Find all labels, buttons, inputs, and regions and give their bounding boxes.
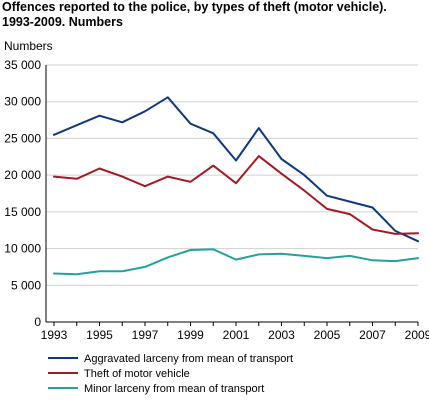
chart-title-line-2: 1993-2009. Numbers: [2, 15, 123, 29]
series-line-1: [53, 96, 419, 243]
x-tick-label: 1999: [177, 328, 204, 342]
chart-title: Offences reported to the police, by type…: [2, 0, 427, 30]
legend-label-2: Theft of motor vehicle: [84, 368, 190, 380]
y-tick-label: 25 000: [4, 131, 41, 145]
y-axis-ticks: 0 5 000 10 000 15 000 20 000 25 000 30 000 35 0…: [4, 58, 41, 329]
legend-label-3: Minor larceny from mean of transport: [84, 383, 264, 395]
series-line-3: [53, 248, 419, 276]
y-axis-label: Numbers: [4, 39, 53, 53]
y-tick-label: 5 000: [11, 278, 41, 292]
x-tick-label: 2003: [268, 328, 295, 342]
gridlines: [46, 64, 418, 286]
x-tick-label: 2001: [223, 328, 250, 342]
x-tick-label: 1993: [41, 328, 68, 342]
y-tick-label: 10 000: [4, 242, 41, 256]
legend-label-1: Aggravated larceny from mean of transpor…: [84, 353, 293, 365]
y-tick-label: 0: [34, 315, 41, 329]
y-tick-label: 35 000: [4, 58, 41, 72]
y-tick-label: 20 000: [4, 168, 41, 182]
x-tick-label: 2005: [314, 328, 341, 342]
x-tick-label: 1997: [132, 328, 159, 342]
series-lines: [53, 96, 419, 276]
y-tick-label: 15 000: [4, 205, 41, 219]
x-tick-label: 2007: [359, 328, 386, 342]
x-axis-ticks: 1993 1995 1997 1999 2001 2003 2005 2007 2009: [41, 322, 429, 342]
axes: [45, 65, 418, 323]
chart-title-line-1: Offences reported to the police, by type…: [2, 0, 387, 14]
series-line-2: [53, 155, 419, 235]
y-tick-label: 30 000: [4, 95, 41, 109]
x-tick-label: 1995: [86, 328, 113, 342]
x-tick-label: 2009: [405, 328, 429, 342]
legend: Aggravated larceny from mean of transpor…: [48, 353, 293, 395]
